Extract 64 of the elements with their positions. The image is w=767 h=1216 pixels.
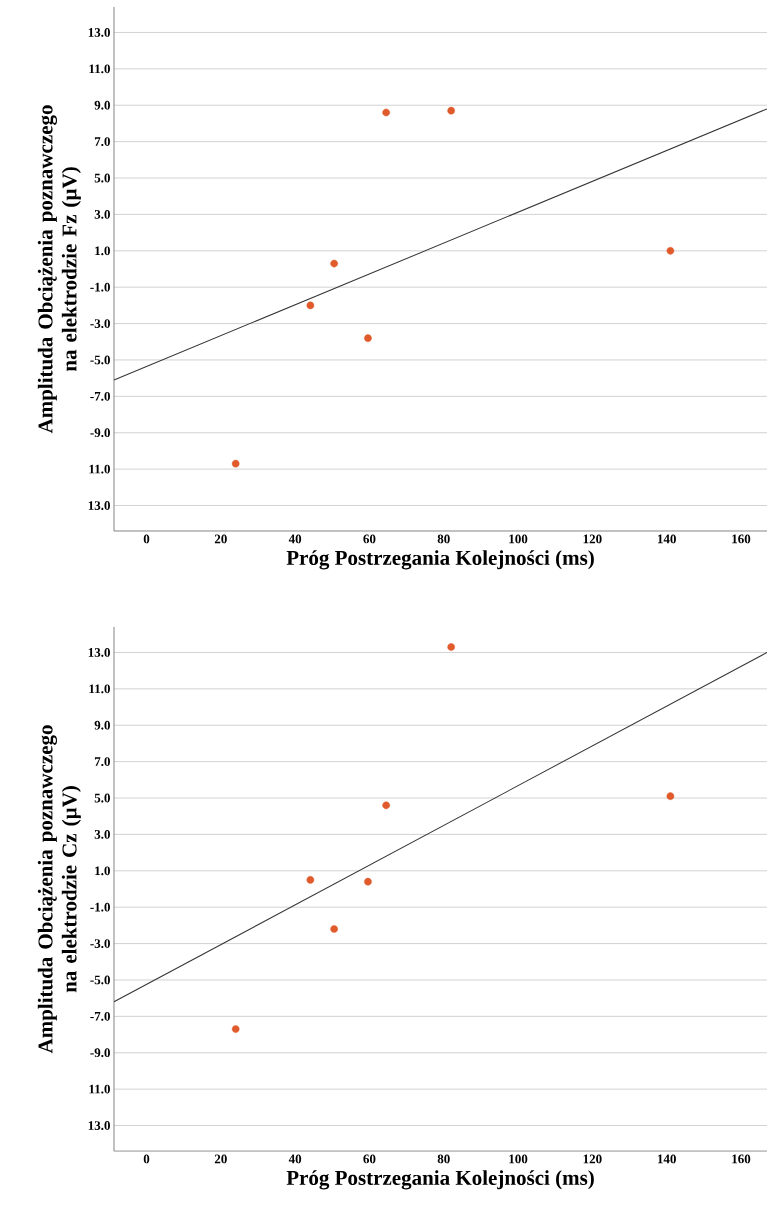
x-tick-label: 60 [363, 1154, 376, 1164]
x-tick-label: 120 [583, 1154, 602, 1164]
y-tick-label: -1.0 [90, 282, 110, 292]
point [306, 301, 314, 310]
y-tick-label: 11.0 [89, 464, 110, 474]
point [666, 247, 675, 255]
x-tick-label: 80 [437, 1154, 450, 1164]
y-tick-label: 11.0 [89, 64, 110, 74]
x-tick-label: 100 [509, 534, 528, 544]
y-tick-label: -9.0 [90, 428, 110, 438]
x-tick-label: 160 [732, 1154, 751, 1164]
y-tick-label: -3.0 [90, 319, 110, 328]
point [363, 877, 372, 886]
y-tick-label: -5.0 [90, 975, 110, 985]
y-tick-label: 9.0 [94, 720, 110, 730]
y-tick-label: -7.0 [90, 1011, 110, 1021]
x-tick-label: 140 [657, 1154, 676, 1164]
y-tick-label: 7.0 [94, 757, 110, 767]
x-tick-label: 100 [509, 1154, 528, 1164]
x-tick-label: 0 [143, 1154, 150, 1164]
x-tick-label: 0 [143, 534, 150, 544]
x-tick-label: 60 [363, 534, 376, 544]
y-axis-title: Amplituda Obciążenia poznawczego na elektrodzie Cz (µV) [37, 725, 81, 1054]
point [382, 108, 390, 117]
y-tick-label: 5.0 [94, 793, 110, 803]
x-tick-label: 20 [214, 534, 227, 544]
y-tick-label: 1.0 [95, 246, 110, 256]
point [330, 925, 338, 933]
y-tick-label: 5.0 [94, 173, 110, 183]
point [363, 334, 372, 342]
y-tick-label: -7.0 [90, 391, 110, 401]
point [231, 459, 240, 468]
x-tick-label: 160 [732, 534, 751, 544]
x-axis-title: Próg Postrzegania Kolejności (ms) [286, 1170, 594, 1190]
x-tick-label: 80 [437, 534, 450, 544]
y-tick-label: 13.0 [88, 648, 110, 657]
point [447, 106, 455, 115]
y-tick-label: -1.0 [90, 902, 110, 912]
y-tick-label: 13.0 [88, 28, 110, 37]
y-tick-label: -5.0 [90, 355, 110, 365]
point [330, 259, 338, 268]
y-tick-label: 9.0 [94, 100, 110, 110]
point [666, 792, 675, 801]
y-tick-label: -3.0 [90, 939, 110, 948]
x-tick-label: 120 [583, 534, 602, 544]
y-tick-label: 11.0 [89, 684, 110, 694]
point [382, 801, 390, 810]
point [306, 876, 314, 884]
y-axis-title: Amplituda Obciążenia poznawczego na elektrodzie Fz (µV) [37, 105, 81, 434]
x-axis-title: Próg Postrzegania Kolejności (ms) [286, 550, 594, 570]
y-tick-label: 1.0 [95, 866, 110, 876]
x-tick-label: 40 [288, 1154, 301, 1164]
y-tick-label: 11.0 [89, 1084, 110, 1094]
y-tick-label: -9.0 [90, 1048, 110, 1058]
y-tick-label: 3.0 [94, 210, 110, 219]
x-tick-label: 40 [288, 534, 301, 544]
point [447, 643, 455, 651]
y-tick-label: 13.0 [88, 501, 110, 510]
y-tick-label: 3.0 [94, 830, 110, 839]
y-tick-label: 13.0 [88, 1121, 110, 1130]
y-tick-label: 7.0 [94, 137, 110, 147]
x-tick-label: 140 [657, 534, 676, 544]
x-tick-label: 20 [214, 1154, 227, 1164]
point [231, 1025, 240, 1033]
